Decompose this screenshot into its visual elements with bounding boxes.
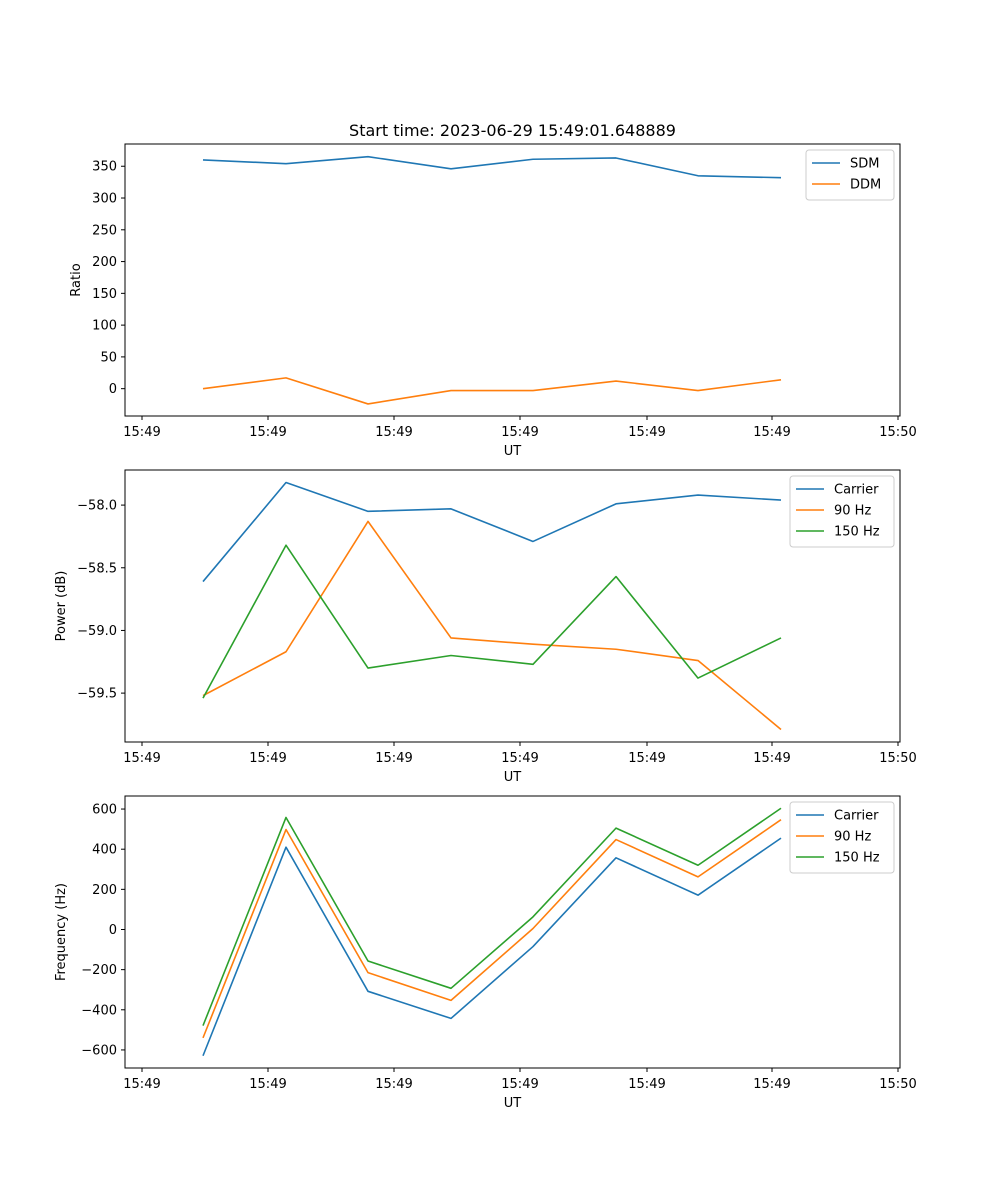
y-tick-label: −400 — [81, 1003, 117, 1018]
x-tick-label: 15:49 — [375, 425, 412, 440]
y-tick-label: 300 — [92, 192, 117, 207]
x-tick-label: 15:49 — [628, 751, 665, 766]
y-tick-label: 50 — [100, 350, 117, 365]
x-tick-label: 15:49 — [628, 1077, 665, 1092]
series-line-3-carrier — [202, 837, 782, 1057]
x-tick-label: 15:49 — [375, 751, 412, 766]
axes-frame — [124, 795, 901, 1069]
x-tick-label: 15:50 — [879, 1077, 916, 1092]
legend-label: 90 Hz — [834, 830, 871, 845]
legend-label: 150 Hz — [834, 851, 880, 866]
x-tick-label: 15:49 — [753, 1077, 790, 1092]
x-tick-label: 15:49 — [249, 425, 286, 440]
legend-label: 150 Hz — [834, 525, 880, 540]
x-tick-label: 15:49 — [501, 1077, 538, 1092]
x-tick-label: 15:49 — [249, 1077, 286, 1092]
series-line-3-150-hz — [202, 807, 782, 1026]
x-tick-label: 15:49 — [628, 425, 665, 440]
legend-label: DDM — [850, 178, 881, 193]
x-tick-label: 15:49 — [501, 425, 538, 440]
x-tick-label: 15:49 — [753, 425, 790, 440]
x-tick-label: 15:49 — [375, 1077, 412, 1092]
series-line-2-carrier — [202, 481, 782, 583]
y-tick-label: 0 — [109, 923, 117, 938]
x-tick-label: 15:49 — [249, 751, 286, 766]
x-tick-label: 15:49 — [123, 425, 160, 440]
y-tick-label: 350 — [92, 160, 117, 175]
legend-label: SDM — [850, 157, 879, 172]
legend-label: Carrier — [834, 809, 879, 824]
y-tick-label: −200 — [81, 963, 117, 978]
legend: SDM DDM — [805, 149, 895, 201]
y-axis-label: Power (dB) — [54, 571, 69, 642]
y-tick-label: 400 — [92, 843, 117, 858]
series-line-2-90-hz — [202, 520, 782, 731]
legend: Carrier 90 Hz 150 Hz — [789, 475, 895, 548]
chart-panel-3: 15:49 15:49 15:49 15:49 15:49 15:49 15:50 −600 −… — [54, 795, 917, 1111]
y-tick-label: 250 — [92, 223, 117, 238]
chart-panel-2: 15:49 15:49 15:49 15:49 15:49 15:49 15:50 −59.5… — [54, 469, 917, 785]
chart-title: Start time: 2023-06-29 15:49:01.648889 — [349, 121, 676, 140]
y-tick-label: −59.5 — [77, 687, 117, 702]
y-tick-label: 150 — [92, 287, 117, 302]
legend-label: 90 Hz — [834, 504, 871, 519]
series-line-1-ddm — [202, 377, 782, 405]
y-tick-label: −59.0 — [77, 624, 117, 639]
y-tick-label: −58.0 — [77, 499, 117, 514]
y-tick-label: −600 — [81, 1043, 117, 1058]
x-tick-label: 15:49 — [123, 751, 160, 766]
x-tick-label: 15:49 — [123, 1077, 160, 1092]
series-line-1-sdm — [202, 155, 782, 179]
y-axis-label: Frequency (Hz) — [54, 883, 69, 981]
series-line-3-90-hz — [202, 819, 782, 1039]
legend-label: Carrier — [834, 483, 879, 498]
legend-box — [789, 801, 895, 874]
y-tick-label: 200 — [92, 255, 117, 270]
x-tick-label: 15:50 — [879, 425, 916, 440]
y-tick-label: 200 — [92, 883, 117, 898]
y-tick-label: 0 — [109, 382, 117, 397]
chart-panel-1: 15:49 15:49 15:49 15:49 15:49 15:49 15:50 0 50 10… — [69, 143, 917, 459]
y-axis-label: Ratio — [69, 263, 84, 296]
x-tick-label: 15:49 — [501, 751, 538, 766]
y-tick-label: −58.5 — [77, 561, 117, 576]
axes-frame — [124, 143, 901, 417]
x-axis-label: UT — [504, 444, 522, 459]
legend: Carrier 90 Hz 150 Hz — [789, 801, 895, 874]
series-line-2-150-hz — [202, 544, 782, 699]
x-tick-label: 15:50 — [879, 751, 916, 766]
x-axis-label: UT — [504, 1096, 522, 1111]
axes-frame — [124, 469, 901, 743]
x-axis-label: UT — [504, 770, 522, 785]
legend-box — [789, 475, 895, 548]
x-tick-label: 15:49 — [753, 751, 790, 766]
y-tick-label: 100 — [92, 319, 117, 334]
y-tick-label: 600 — [92, 803, 117, 818]
